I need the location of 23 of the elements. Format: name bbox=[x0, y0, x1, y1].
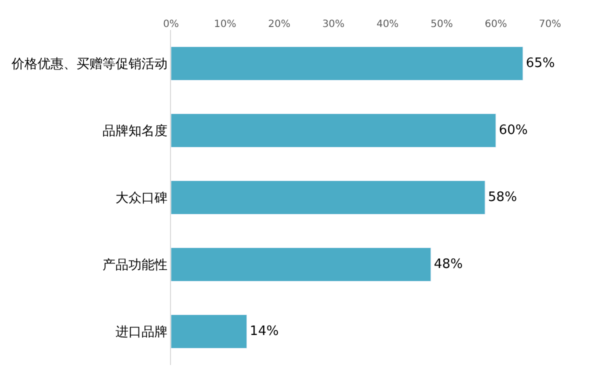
data-label: 58% bbox=[488, 190, 517, 205]
x-tick-label: 40% bbox=[376, 19, 399, 30]
y-tick-label: 进口品牌 bbox=[115, 325, 168, 340]
data-label: 48% bbox=[434, 257, 463, 272]
x-tick-label: 60% bbox=[484, 19, 507, 30]
data-label: 60% bbox=[498, 123, 528, 138]
y-tick-label: 价格优惠、买赠等促销活动 bbox=[10, 57, 168, 72]
bar bbox=[171, 114, 496, 148]
x-tick-label: 20% bbox=[268, 19, 290, 30]
y-tick-label: 大众口碑 bbox=[115, 191, 168, 206]
x-tick-label: 0% bbox=[163, 19, 179, 30]
data-label: 14% bbox=[250, 324, 279, 339]
x-tick-label: 30% bbox=[322, 19, 345, 30]
y-tick-label: 品牌知名度 bbox=[102, 123, 168, 140]
data-label: 65% bbox=[526, 56, 555, 71]
bar bbox=[171, 248, 432, 282]
y-tick-label: 产品功能性 bbox=[102, 258, 168, 274]
x-tick-label: 10% bbox=[214, 19, 236, 30]
bar bbox=[171, 46, 524, 80]
bar bbox=[171, 180, 486, 214]
bar bbox=[171, 314, 248, 348]
x-tick-label: 50% bbox=[430, 19, 453, 30]
x-tick-label: 70% bbox=[538, 19, 562, 30]
